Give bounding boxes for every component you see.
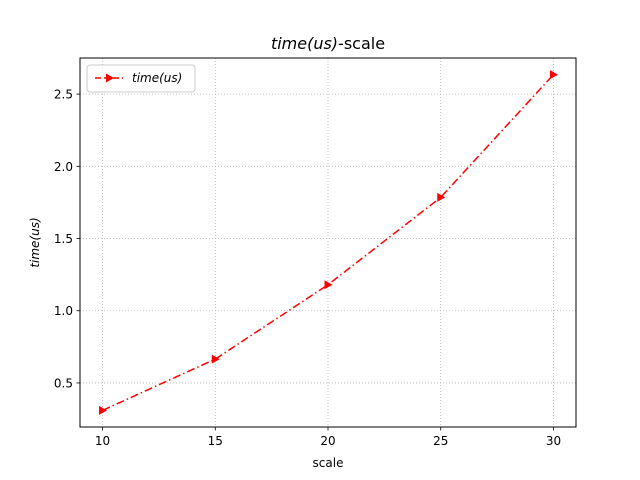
legend-box [86,64,196,93]
data-point-marker [324,280,333,290]
data-point-marker [99,405,108,415]
y-tick-label: 1.0 [54,304,73,318]
y-tick-label: 1.5 [54,232,73,246]
y-axis-label: time(us) [28,217,42,267]
chart-title: time(us)-scale [271,34,385,53]
x-tick-label: 15 [208,434,223,448]
data-point-marker [437,192,446,202]
x-tick-label: 20 [320,434,335,448]
chart-title-rest: -scale [338,34,385,53]
x-tick-label: 25 [433,434,448,448]
data-point-marker [211,354,220,364]
legend: time(us) [86,64,196,93]
chart-title-italic: time(us) [271,34,338,53]
series-markers [99,70,558,415]
axis-ticks: 10 15 20 25 30 0.5 1.0 1.5 2.0 2.5 [54,88,561,448]
data-point-marker [549,70,558,80]
x-tick-label: 10 [95,434,110,448]
x-axis-label: scale [313,456,344,470]
y-tick-label: 2.0 [54,160,73,174]
series-line [102,74,555,412]
y-tick-label: 0.5 [54,376,73,390]
legend-marker-swatch [106,73,114,83]
x-tick-label: 30 [546,434,561,448]
y-tick-label: 2.5 [54,88,73,102]
series-lines [102,74,555,412]
legend-label: time(us) [132,71,182,85]
